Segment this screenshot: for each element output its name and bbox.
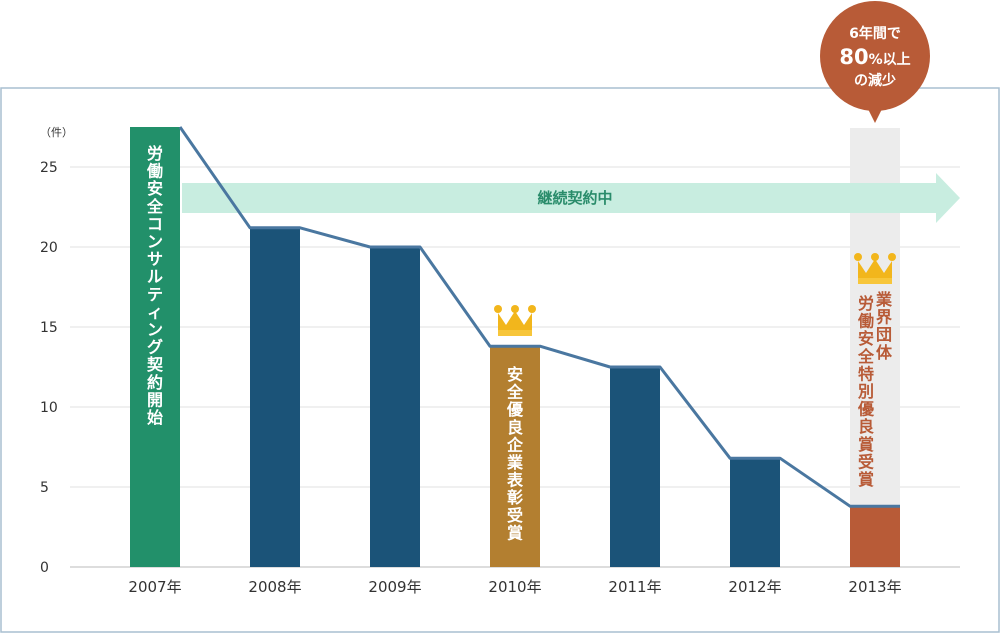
gridlines [70, 166, 960, 568]
trend-line [178, 126, 900, 508]
x-tick-label: 2007年 [128, 578, 181, 596]
x-tick-label: 2009年 [368, 578, 421, 596]
banner-layer: 継続契約中 [182, 173, 960, 223]
bar-label-2010: 安全優良企業表彰受賞 [506, 365, 524, 542]
crown-band [858, 278, 892, 284]
callout-pointer [867, 107, 883, 123]
y-tick-label: 15 [40, 320, 58, 336]
y-unit-label: （件） [40, 126, 73, 139]
callout-suffix: %以上 [869, 52, 911, 68]
callout-line-2: 80%以上 [839, 45, 910, 69]
x-tick-label: 2011年 [608, 578, 661, 596]
crown-jewel [511, 305, 519, 313]
bar-label-2007: 労働安全コンサルティング契約開始 [146, 144, 164, 427]
bar-2012年 [730, 458, 780, 567]
crown-jewel [854, 253, 862, 261]
bar-label-2013-a: 業界団体 [875, 290, 893, 362]
y-tick-label: 5 [40, 480, 49, 496]
axis-labels-layer: 0 5 10 15 20 25 （件） 2007年 2008年 2009年 2010年 2011年 20… [40, 126, 902, 596]
bar-2008年 [250, 227, 300, 568]
y-tick-label: 10 [40, 400, 58, 416]
callout-number: 80 [839, 45, 868, 69]
banner-arrow [182, 173, 960, 223]
crown-jewel [528, 305, 536, 313]
x-tick-label: 2010年 [488, 578, 541, 596]
bar-label-2013-b: 労働安全特別優良賞受賞 [857, 294, 875, 489]
crown-body [498, 311, 532, 330]
trend-line-layer [178, 126, 900, 508]
crown-body [858, 259, 892, 278]
x-tick-label: 2013年 [848, 578, 901, 596]
callout-circle [820, 1, 930, 111]
callout-line-3: の減少 [854, 72, 896, 89]
bar-2011年 [610, 367, 660, 567]
bar-2009年 [370, 247, 420, 567]
crown-jewel [494, 305, 502, 313]
crown-icon [494, 305, 536, 336]
bar-2013年 [850, 506, 900, 567]
y-tick-label: 20 [40, 240, 58, 256]
bars-layer [130, 127, 900, 568]
crown-icon [854, 253, 896, 284]
y-tick-label: 0 [40, 560, 49, 576]
crown-band [498, 330, 532, 336]
crown-jewel [871, 253, 879, 261]
y-tick-label: 25 [40, 160, 58, 176]
bar-2010年 [490, 346, 540, 567]
banner-label: 継続契約中 [537, 189, 612, 207]
x-tick-label: 2012年 [728, 578, 781, 596]
x-tick-label: 2008年 [248, 578, 301, 596]
callout-line-1: 6年間で [849, 25, 901, 42]
crown-jewel [888, 253, 896, 261]
bar-2007年 [130, 127, 180, 567]
